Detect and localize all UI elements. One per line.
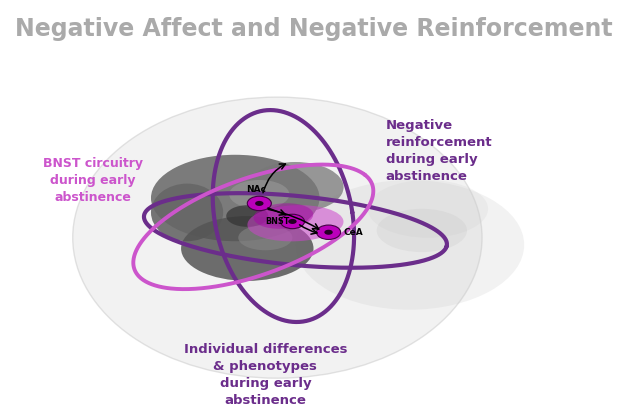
Ellipse shape: [229, 180, 290, 209]
Circle shape: [280, 214, 305, 229]
Ellipse shape: [151, 184, 223, 241]
Text: Negative
reinforcement
during early
abstinence: Negative reinforcement during early abst…: [386, 119, 492, 183]
Text: Negative Affect and Negative Reinforcement: Negative Affect and Negative Reinforceme…: [14, 17, 613, 41]
Ellipse shape: [181, 216, 314, 281]
Text: NAc: NAc: [246, 185, 266, 194]
Circle shape: [247, 196, 271, 211]
Ellipse shape: [151, 155, 320, 241]
Ellipse shape: [253, 203, 314, 229]
Ellipse shape: [247, 162, 344, 212]
Ellipse shape: [367, 180, 488, 238]
Circle shape: [324, 230, 333, 235]
Text: Individual differences
& phenotypes
during early
abstinence: Individual differences & phenotypes duri…: [184, 343, 347, 406]
Ellipse shape: [377, 209, 467, 252]
Ellipse shape: [248, 205, 344, 241]
Ellipse shape: [238, 225, 292, 250]
Circle shape: [255, 201, 263, 206]
Text: BNST circuitry
during early
abstinence: BNST circuitry during early abstinence: [43, 157, 142, 204]
Ellipse shape: [226, 205, 268, 227]
Circle shape: [317, 225, 340, 240]
Ellipse shape: [295, 180, 524, 310]
Circle shape: [288, 219, 297, 224]
Ellipse shape: [73, 97, 482, 378]
Text: CeA: CeA: [344, 228, 363, 237]
Text: BNST: BNST: [265, 217, 290, 226]
